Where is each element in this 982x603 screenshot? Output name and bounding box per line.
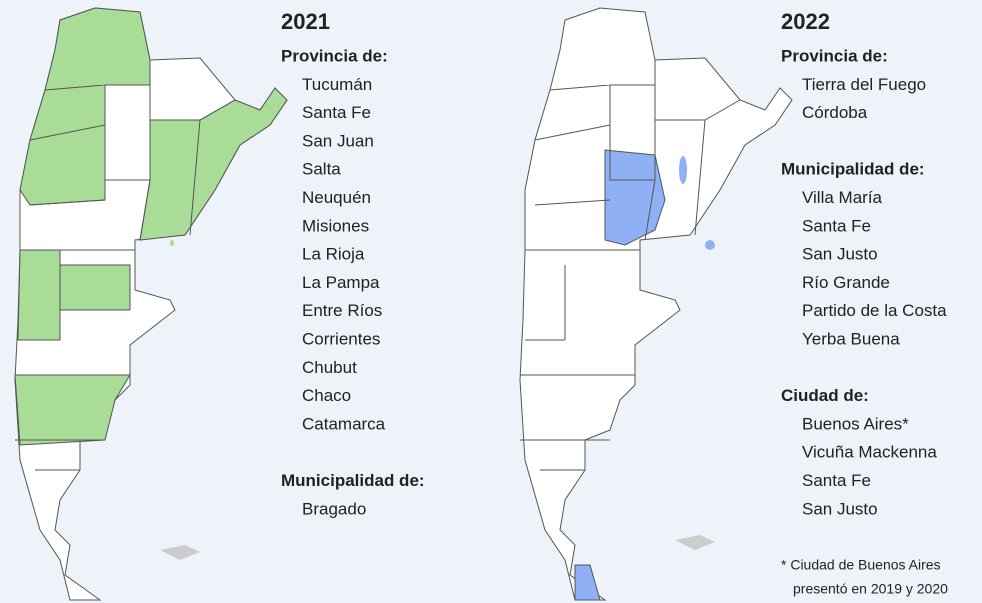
list-item: La Pampa — [302, 273, 380, 292]
list-item: Misiones — [302, 216, 369, 235]
group-heading: Ciudad de: — [781, 386, 869, 405]
list-item: Entre Ríos — [302, 301, 382, 320]
footnote: presentó en 2019 y 2020 — [793, 581, 948, 597]
list-item: Catamarca — [302, 414, 386, 433]
list-item: Villa María — [802, 188, 883, 207]
group-heading: Provincia de: — [781, 46, 888, 65]
list-item: Buenos Aires* — [802, 414, 909, 433]
list-item: San Justo — [802, 499, 878, 518]
year: 2022 — [781, 9, 830, 34]
list-item: Vicuña Mackenna — [802, 443, 937, 462]
list-item: San Juan — [302, 131, 374, 150]
list-item: Chaco — [302, 386, 351, 405]
group-heading: Municipalidad de: — [281, 471, 425, 490]
list-item: Partido de la Costa — [802, 301, 947, 320]
map-2022 — [519, 7, 793, 601]
list-item: San Justo — [802, 245, 878, 264]
list-item: Chubut — [302, 358, 357, 377]
footnote: * Ciudad de Buenos Aires — [781, 557, 941, 573]
list-item: La Rioja — [302, 245, 365, 264]
list-item: Corrientes — [302, 329, 380, 348]
list-item: Río Grande — [802, 273, 890, 292]
list-item: Bragado — [302, 499, 366, 518]
list-item: Neuquén — [302, 188, 371, 207]
list-item: Córdoba — [802, 103, 868, 122]
list-item: Santa Fe — [802, 216, 871, 235]
list-item: Tucumán — [302, 75, 372, 94]
year: 2021 — [281, 9, 330, 34]
list-item: Santa Fe — [802, 471, 871, 490]
map-2021 — [14, 7, 288, 601]
group-heading: Municipalidad de: — [781, 160, 925, 179]
list-item: Yerba Buena — [802, 329, 900, 348]
list-item: Santa Fe — [302, 103, 371, 122]
group-heading: Provincia de: — [281, 46, 388, 65]
list-item: Salta — [302, 160, 341, 179]
list-item: Tierra del Fuego — [802, 75, 926, 94]
